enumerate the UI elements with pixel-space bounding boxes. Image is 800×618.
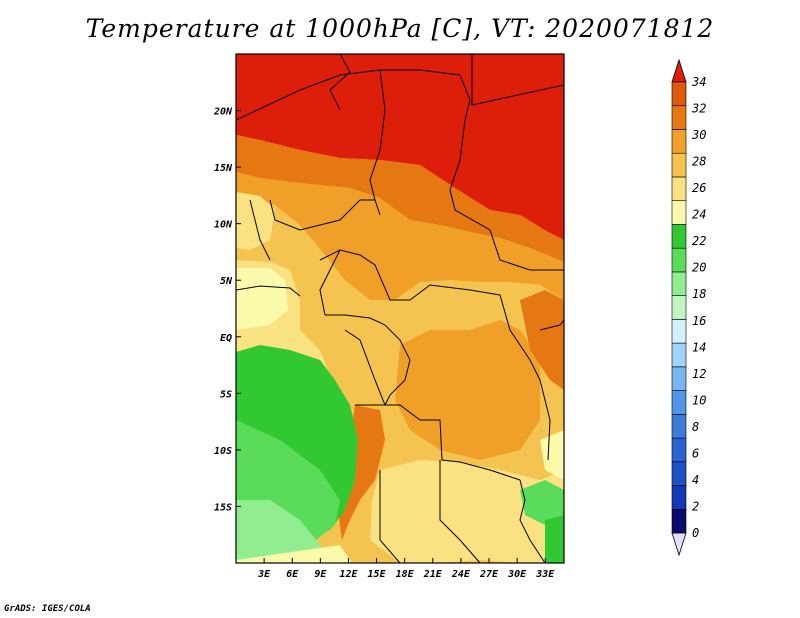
lon-tick-label: 33E bbox=[535, 569, 555, 580]
lon-tick-label: 3E bbox=[257, 569, 271, 580]
lat-tick-label: 5N bbox=[220, 276, 233, 287]
colorbar-label: 32 bbox=[691, 102, 706, 116]
colorbar-segment bbox=[671, 414, 687, 439]
colorbar-segment bbox=[671, 81, 687, 107]
colorbar-segment bbox=[671, 485, 687, 510]
colorbar-label: 24 bbox=[692, 208, 706, 222]
colorbar-segment bbox=[671, 295, 687, 320]
lat-tick-label: EQ bbox=[220, 333, 232, 344]
lon-tick-label: 27E bbox=[479, 569, 499, 580]
colorbar-segment bbox=[671, 390, 687, 415]
colorbar-label: 12 bbox=[692, 367, 706, 381]
latitude-axis: 20N 15N 10N 5N EQ 5S 10S 15S bbox=[213, 107, 241, 513]
colorbar-segment bbox=[671, 461, 687, 486]
lon-tick-label: 9E bbox=[314, 569, 327, 580]
colorbar-segment bbox=[671, 366, 687, 391]
colorbar-label: 30 bbox=[691, 128, 706, 142]
lat-tick-label: 20N bbox=[213, 107, 233, 118]
lon-tick-label: 21E bbox=[423, 569, 443, 580]
colorbar-segment bbox=[671, 437, 687, 463]
lon-tick-label: 6E bbox=[286, 569, 299, 580]
map-frame bbox=[235, 53, 565, 564]
colorbar-label: 8 bbox=[692, 420, 699, 434]
lon-tick-label: 12E bbox=[339, 569, 358, 580]
lon-tick-label: 18E bbox=[396, 569, 415, 580]
lon-tick-label: 30E bbox=[507, 569, 527, 580]
colorbar-segment bbox=[671, 152, 687, 178]
country-borders bbox=[236, 54, 564, 563]
colorbar-segment bbox=[671, 224, 687, 249]
colorbar-segment bbox=[671, 129, 687, 154]
colorbar-segment bbox=[671, 176, 687, 201]
colorbar-segment bbox=[671, 508, 687, 534]
colorbar-label: 0 bbox=[692, 526, 699, 540]
colorbar-max-triangle bbox=[671, 58, 687, 83]
colorbar-label: 16 bbox=[692, 314, 706, 328]
chart-title: Temperature at 1000hPa [C], VT: 20200718… bbox=[85, 14, 715, 43]
colorbar-label: 14 bbox=[692, 340, 706, 354]
longitude-axis: 3E 6E 9E 12E 15E 18E 21E 24E 27E 30E 33E bbox=[257, 558, 555, 580]
colorbar-segment bbox=[671, 247, 687, 273]
colorbar-segment bbox=[671, 200, 687, 225]
lat-tick-label: 10S bbox=[214, 446, 232, 457]
colorbar-label: 34 bbox=[691, 75, 706, 89]
lat-tick-label: 5S bbox=[220, 389, 232, 400]
lon-tick-label: 15E bbox=[368, 569, 387, 580]
footer-credit: GrADS: IGES/COLA bbox=[4, 604, 91, 614]
lon-tick-label: 24E bbox=[451, 569, 471, 580]
colorbar-label: 22 bbox=[692, 234, 706, 248]
colorbar-min-triangle bbox=[671, 532, 687, 557]
colorbar-label: 10 bbox=[692, 393, 706, 407]
colorbar-label: 2 bbox=[692, 499, 699, 513]
colorbar-label: 18 bbox=[692, 287, 706, 301]
temperature-field bbox=[236, 54, 564, 563]
lat-tick-label: 10N bbox=[214, 220, 233, 231]
colorbar-label: 6 bbox=[692, 446, 699, 460]
colorbar-segment bbox=[671, 105, 687, 130]
colorbar-segment bbox=[671, 319, 687, 344]
colorbar-label: 28 bbox=[692, 155, 706, 169]
colorbar-segment bbox=[671, 271, 687, 296]
colorbar-label: 26 bbox=[692, 181, 706, 195]
colorbar-segment bbox=[671, 342, 687, 368]
lat-tick-label: 15N bbox=[214, 163, 233, 174]
colorbar-label: 20 bbox=[692, 261, 706, 275]
lat-tick-label: 15S bbox=[214, 502, 232, 513]
colorbar-label: 4 bbox=[692, 473, 699, 487]
